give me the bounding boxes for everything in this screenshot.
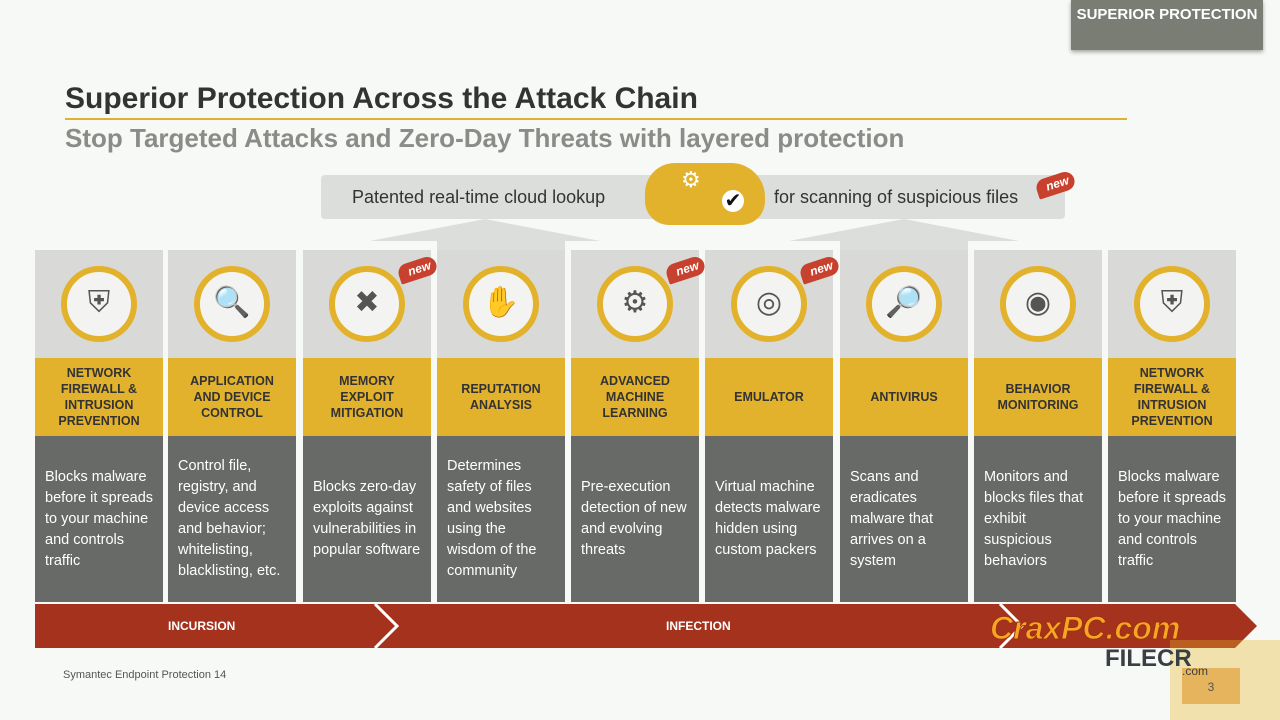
exploit-shield-icon: ✖ [329,266,405,342]
column-icon-area: ◉ [974,250,1102,358]
column-title: NETWORK FIREWALL & INTRUSION PREVENTION [35,358,163,436]
column-description-text: Monitors and blocks files that exhibit s… [984,468,1084,569]
banner-text-right: for scanning of suspicious files [774,187,1019,207]
column-description-text: Control file, registry, and device acces… [178,458,281,579]
column-title: EMULATOR [705,358,833,436]
stage-infection: INFECTION [666,619,731,633]
stage-incursion: INCURSION [168,619,236,633]
section-badge: SUPERIOR PROTECTION [1071,0,1263,50]
column-icon-area: ✋ [437,250,565,358]
footer-text: Symantec Endpoint Protection 14 [63,669,227,681]
column-description: Blocks zero-day exploits against vulnera… [303,436,431,602]
column-description: Control file, registry, and device acces… [168,436,296,602]
banner-arrow-left [370,219,600,241]
banner-arrow-right-stem [840,240,968,252]
column-icon-area: 🔍 [168,250,296,358]
column-description: Virtual machine detects malware hidden u… [705,436,833,602]
column-title: APPLICATION AND DEVICE CONTROL [168,358,296,436]
banner-arrow-right [789,219,1019,241]
column-4: ⚙ new ADVANCED MACHINE LEARNING Pre-exec… [571,250,707,602]
column-description: Scans and eradicates malware that arrive… [840,436,968,602]
column-8: ⛨ NETWORK FIREWALL & INTRUSION PREVENTIO… [1108,250,1236,602]
hand-stop-icon: ✋ [463,266,539,342]
column-icon-area: ⚙ new [571,250,707,358]
column-description-text: Virtual machine detects malware hidden u… [715,479,821,558]
banner-text-left: Patented real-time cloud lookup [352,187,606,207]
firewall-shield-icon: ⛨ [1134,266,1210,342]
cloud-icon: ⚙ ✔ [645,163,765,225]
watermark-logo-2: FILECR [1105,645,1192,672]
checkmark-icon: ✔ [719,187,747,215]
column-description-text: Determines safety of files and websites … [447,458,537,579]
column-title: NETWORK FIREWALL & INTRUSION PREVENTION [1108,358,1236,436]
band-separator-1 [373,604,400,648]
watermark-logo-3: .com [1182,664,1209,678]
new-badge: new [797,254,841,285]
column-1: 🔍 APPLICATION AND DEVICE CONTROL Control… [168,250,296,602]
banner-arrow-left-stem [437,240,565,252]
band-background [35,604,1257,648]
column-title: BEHAVIOR MONITORING [974,358,1102,436]
column-description-text: Scans and eradicates malware that arrive… [850,468,934,569]
column-description-text: Pre-execution detection of new and evolv… [581,479,687,558]
column-7: ◉ BEHAVIOR MONITORING Monitors and block… [974,250,1102,602]
column-icon-area: ⛨ [1108,250,1236,358]
gears-icon: ⚙ [597,266,673,342]
column-title: MEMORY EXPLOIT MITIGATION [303,358,431,436]
column-icon-area: ◎ new [705,250,841,358]
column-description-text: Blocks malware before it spreads to your… [1118,468,1227,569]
column-description: Monitors and blocks files that exhibit s… [974,436,1102,602]
gears-icon: ⚙ [681,167,701,192]
page-title: Superior Protection Across the Attack Ch… [65,82,698,115]
column-icon-area: 🔎 [840,250,968,358]
column-icon-area: ⛨ [35,250,163,358]
column-2: ✖ new MEMORY EXPLOIT MITIGATION Blocks z… [303,250,439,602]
page-subtitle: Stop Targeted Attacks and Zero-Day Threa… [65,123,905,153]
column-description-text: Blocks malware before it spreads to your… [45,468,154,569]
magnifier-bug-icon: 🔎 [866,266,942,342]
new-badge: new [663,254,707,285]
radar-icon: ◉ [1000,266,1076,342]
column-title: ADVANCED MACHINE LEARNING [571,358,699,436]
new-badge: new [395,254,439,285]
page-number: 3 [1182,668,1240,704]
title-divider [65,118,1127,120]
watermark-logo: CraxPC.com [989,610,1181,647]
column-title: ANTIVIRUS [840,358,968,436]
column-icon-area: ✖ new [303,250,439,358]
attack-chain-band [35,604,1257,648]
column-description: Determines safety of files and websites … [437,436,565,602]
column-6: 🔎 ANTIVIRUS Scans and eradicates malware… [840,250,968,602]
app-search-icon: 🔍 [194,266,270,342]
column-3: ✋ REPUTATION ANALYSIS Determines safety … [437,250,565,602]
new-badge: new [1033,169,1077,200]
column-5: ◎ new EMULATOR Virtual machine detects m… [705,250,841,602]
column-description: Blocks malware before it spreads to your… [35,436,163,602]
emulator-disc-icon: ◎ [731,266,807,342]
column-description-text: Blocks zero-day exploits against vulnera… [313,479,421,558]
firewall-shield-icon: ⛨ [61,266,137,342]
column-0: ⛨ NETWORK FIREWALL & INTRUSION PREVENTIO… [35,250,163,602]
band-separator-2 [998,604,1025,648]
column-title: REPUTATION ANALYSIS [437,358,565,436]
column-description: Pre-execution detection of new and evolv… [571,436,699,602]
column-description: Blocks malware before it spreads to your… [1108,436,1236,602]
